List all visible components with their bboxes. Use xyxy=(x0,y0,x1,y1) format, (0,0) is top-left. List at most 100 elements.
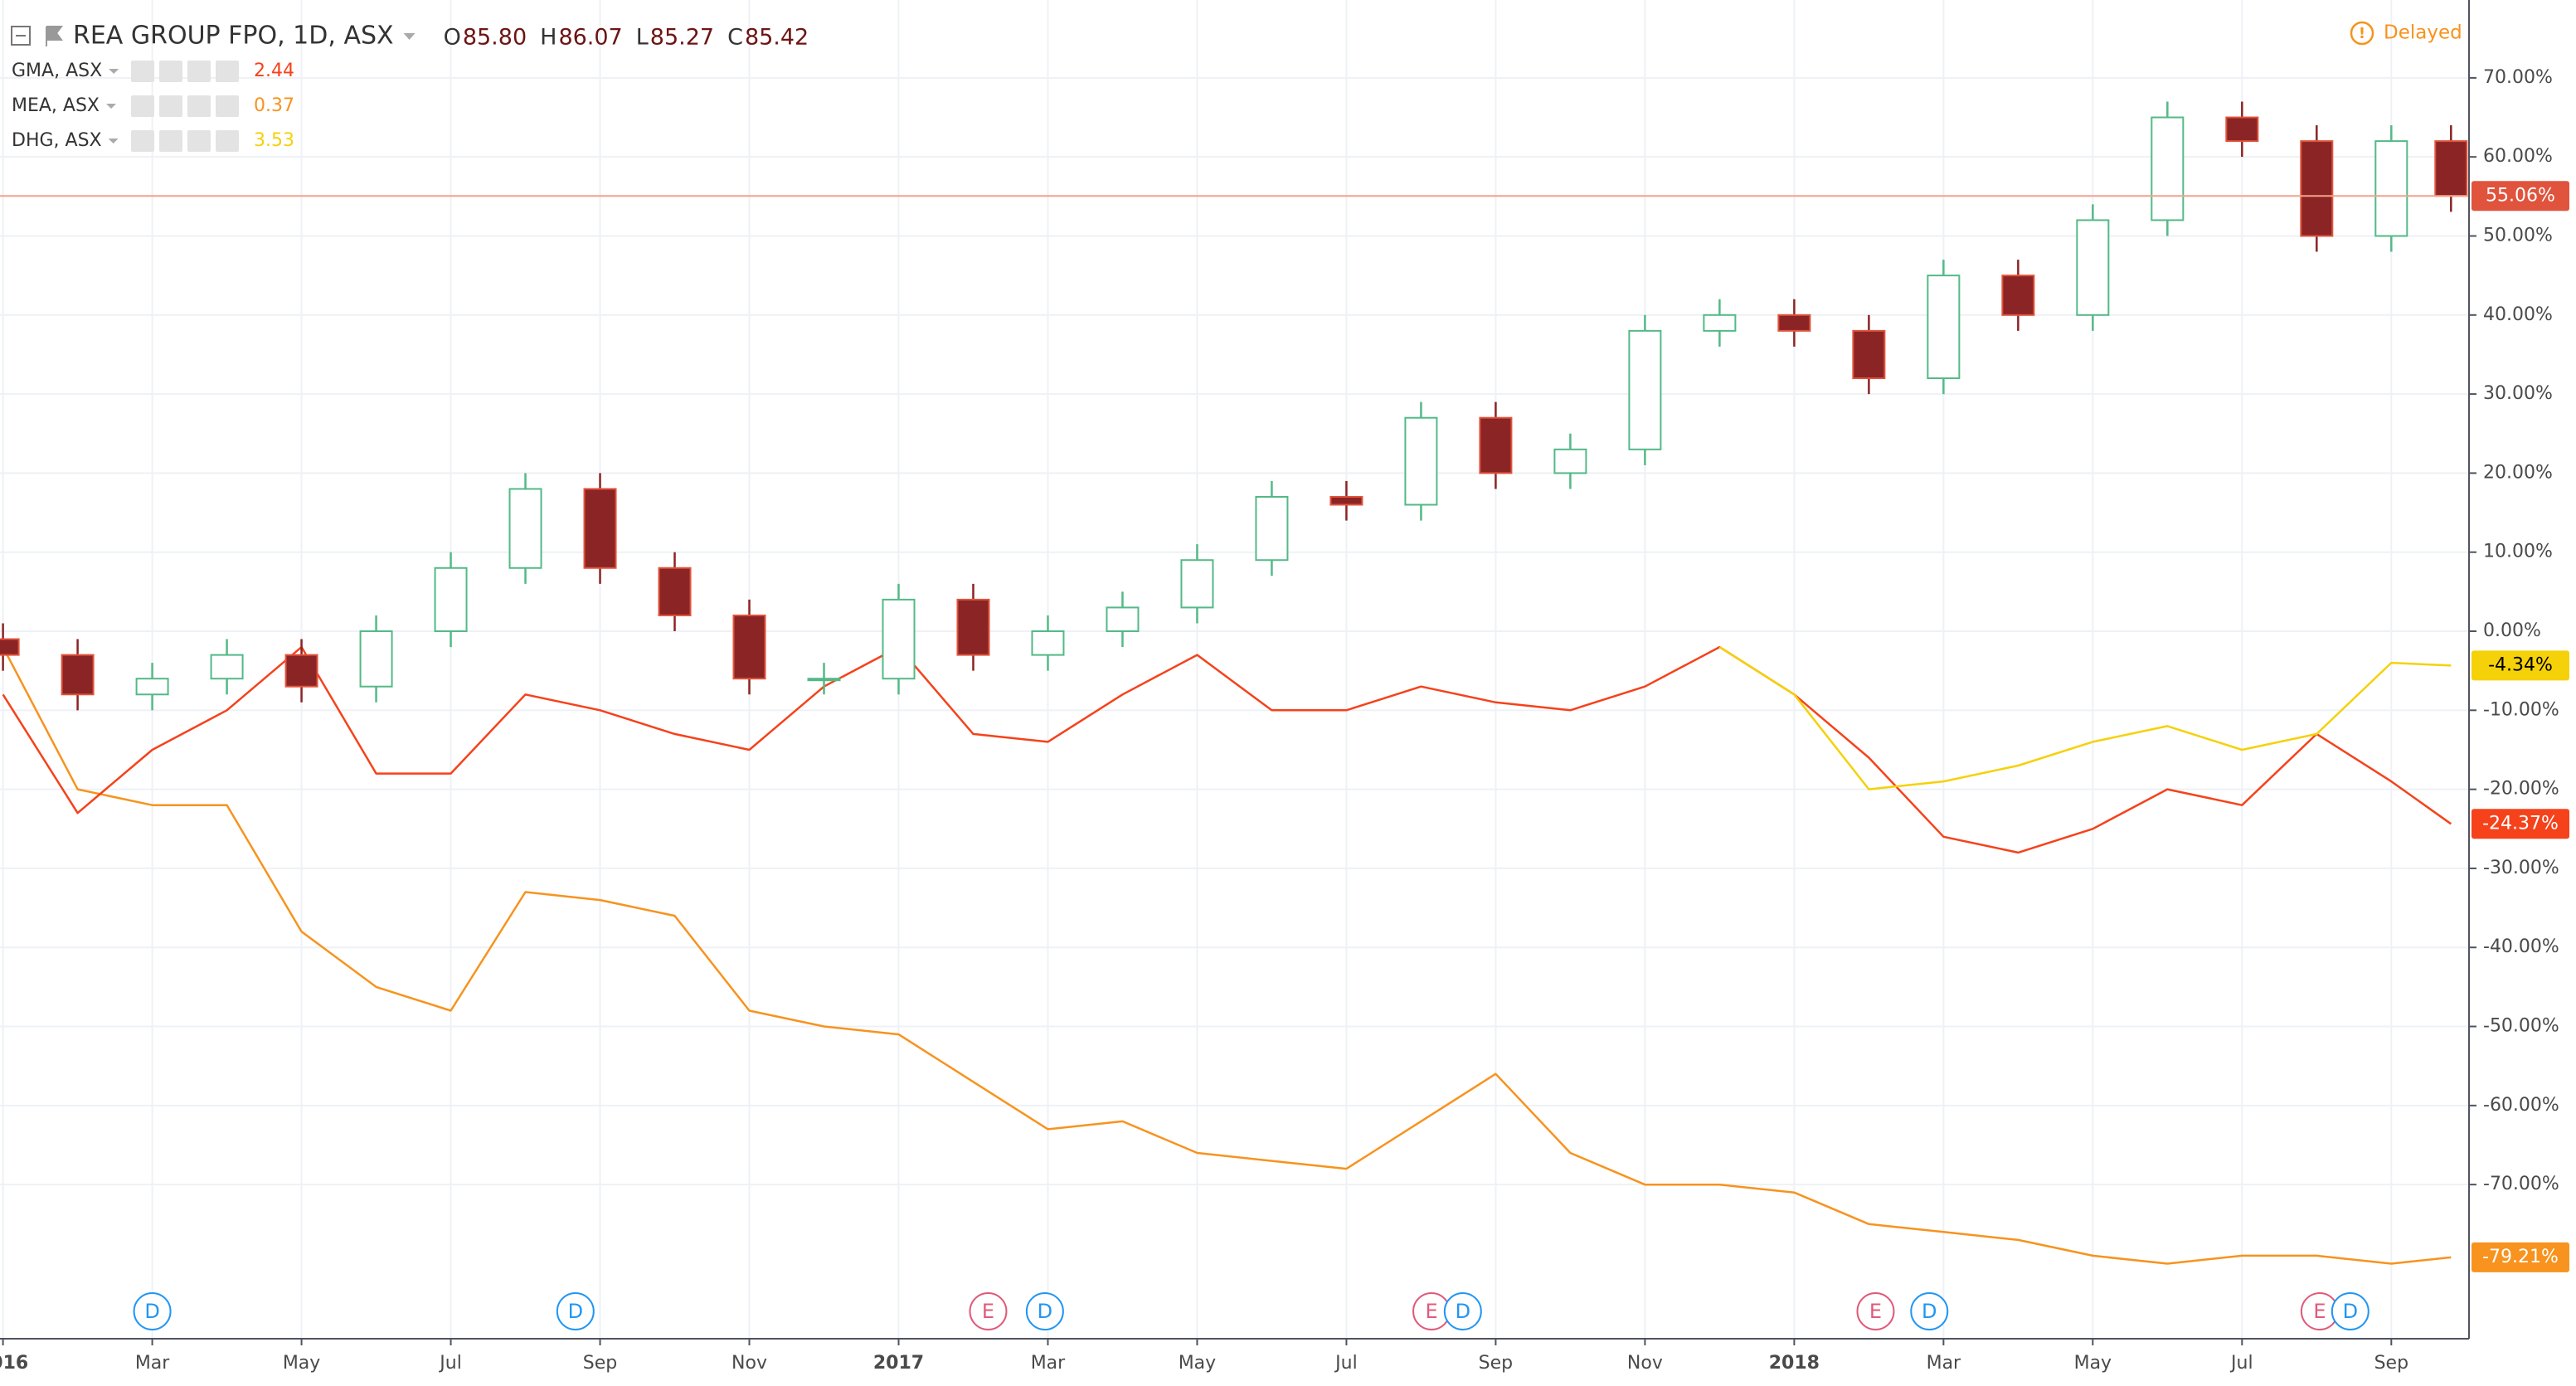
x-tick-label: Jul xyxy=(2229,1353,2253,1374)
candle-body xyxy=(1329,495,1363,506)
legend-tool-icon[interactable] xyxy=(187,95,211,117)
candle-body xyxy=(508,488,542,569)
price-label: -4.34% xyxy=(2488,654,2553,675)
price-label: -24.37% xyxy=(2482,813,2559,834)
candle-body xyxy=(882,598,916,680)
ohlc-key: C xyxy=(727,25,743,51)
event-marker[interactable] xyxy=(2331,1292,2369,1330)
status-icon-mark: ! xyxy=(2359,25,2365,42)
series-line xyxy=(1718,646,2452,790)
y-tick-label: 40.00% xyxy=(2483,304,2553,325)
ohlc-key: H xyxy=(540,25,557,51)
candle-body xyxy=(2151,116,2185,221)
legend-tool-icon[interactable] xyxy=(159,130,182,152)
candle-body xyxy=(1031,630,1065,656)
event-marker[interactable] xyxy=(556,1292,595,1330)
x-tick-label: May xyxy=(2074,1353,2112,1374)
price-label-box xyxy=(2472,1242,2569,1272)
ohlc-key: O xyxy=(444,25,461,51)
legend-value: 0.37 xyxy=(254,95,294,116)
chart-title: REA GROUP FPO, 1D, ASX xyxy=(73,22,394,51)
candle-body xyxy=(1106,606,1140,633)
candle-body xyxy=(658,567,692,616)
candle-body xyxy=(2300,140,2334,237)
legend-caret[interactable] xyxy=(108,139,119,143)
event-label: D xyxy=(1038,1300,1052,1323)
y-tick-label: 70.00% xyxy=(2483,67,2553,88)
candle-body xyxy=(135,678,169,696)
legend-name: DHG, ASX xyxy=(12,130,102,151)
x-tick-label: Mar xyxy=(135,1353,170,1374)
y-tick-label: -40.00% xyxy=(2483,936,2559,957)
event-marker[interactable] xyxy=(1025,1292,1064,1330)
candle-body xyxy=(807,678,841,682)
legend-tool-icon[interactable] xyxy=(216,61,239,82)
x-tick-label: Mar xyxy=(1031,1353,1066,1374)
x-tick-label: 2016 xyxy=(0,1353,28,1374)
y-tick-label: -10.00% xyxy=(2483,699,2559,720)
y-tick-label: -30.00% xyxy=(2483,858,2559,878)
ohlc-value: 85.80 xyxy=(463,25,527,51)
event-label: E xyxy=(2313,1300,2326,1323)
legend-tool-icon[interactable] xyxy=(159,95,182,117)
event-label: D xyxy=(568,1300,583,1323)
event-label: D xyxy=(2343,1300,2358,1323)
price-label: -79.21% xyxy=(2482,1247,2559,1267)
event-marker[interactable] xyxy=(969,1292,1008,1330)
collapse-icon[interactable] xyxy=(11,26,31,46)
legend-tool-icon[interactable] xyxy=(159,61,182,82)
legend-tool-icon[interactable] xyxy=(131,95,154,117)
x-tick-label: May xyxy=(283,1353,320,1374)
candle-body xyxy=(732,614,766,680)
legend-name: MEA, ASX xyxy=(12,95,100,116)
y-tick-label: 30.00% xyxy=(2483,383,2553,404)
legend-tool-icon[interactable] xyxy=(216,130,239,152)
legend-tool-icon[interactable] xyxy=(187,61,211,82)
x-tick-label: Sep xyxy=(2374,1353,2408,1374)
y-tick-label: -70.00% xyxy=(2483,1174,2559,1194)
ohlc-key: L xyxy=(636,25,649,51)
y-tick-label: 10.00% xyxy=(2483,542,2553,562)
series-line xyxy=(2,646,2452,1265)
price-label-box xyxy=(2472,181,2569,212)
header: REA GROUP FPO, 1D, ASX O 85.80 H 86.07 L 85.27… xyxy=(11,22,2462,152)
candle-body xyxy=(583,488,617,569)
legend-tool-icon[interactable] xyxy=(131,61,154,82)
legend-tool-icon[interactable] xyxy=(131,130,154,152)
legend-caret[interactable] xyxy=(106,104,117,109)
y-tick-label: 50.00% xyxy=(2483,225,2553,246)
legend-tool-icon[interactable] xyxy=(216,95,239,117)
candle-body xyxy=(1255,495,1289,562)
y-tick-label: -50.00% xyxy=(2483,1016,2559,1037)
candle-body xyxy=(2434,140,2468,197)
x-tick-label: Jul xyxy=(438,1353,462,1374)
x-tick-label: Nov xyxy=(1627,1353,1663,1374)
y-tick-label: -60.00% xyxy=(2483,1095,2559,1116)
candle-body xyxy=(359,630,393,688)
event-marker[interactable] xyxy=(133,1292,172,1330)
y-tick-label: 60.00% xyxy=(2483,146,2553,167)
y-tick-label: -20.00% xyxy=(2483,779,2559,800)
y-tick-label: 20.00% xyxy=(2483,462,2553,483)
candle-body xyxy=(2076,219,2110,316)
candle-body xyxy=(2225,116,2259,143)
legend-caret[interactable] xyxy=(109,69,119,74)
series-line xyxy=(2,645,2452,854)
event-marker[interactable] xyxy=(1856,1292,1895,1330)
candle-body xyxy=(1553,448,1587,474)
event-label: E xyxy=(982,1300,994,1323)
legend-tool-icon[interactable] xyxy=(187,130,211,152)
ohlc-value: 85.42 xyxy=(745,25,809,51)
event-label: D xyxy=(1922,1300,1937,1323)
y-tick-label: 0.00% xyxy=(2483,620,2541,641)
status-label: Delayed xyxy=(2384,22,2462,44)
event-marker[interactable] xyxy=(1443,1292,1482,1330)
candle-body xyxy=(1479,416,1513,474)
dropdown-caret[interactable] xyxy=(403,33,416,40)
event-marker[interactable] xyxy=(1910,1292,1949,1330)
candle-body xyxy=(1852,329,1886,380)
